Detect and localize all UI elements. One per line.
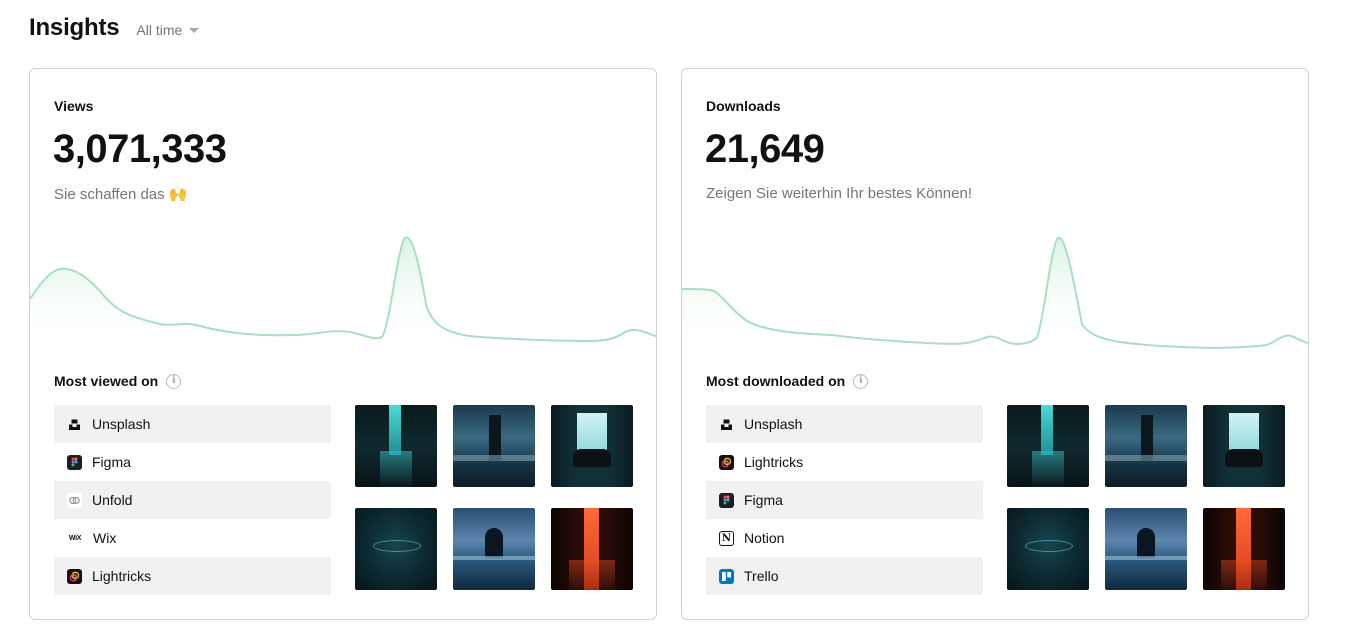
most-downloaded-heading: Most downloaded on i bbox=[706, 373, 869, 389]
photo-thumbnail[interactable] bbox=[1105, 405, 1187, 487]
photo-thumbnail[interactable] bbox=[1203, 405, 1285, 487]
platform-name: Notion bbox=[744, 530, 785, 546]
most-downloaded-list: Unsplash Lightricks Figma N Notion Trell… bbox=[706, 405, 983, 595]
trello-icon bbox=[719, 568, 734, 584]
most-viewed-label: Most viewed on bbox=[54, 373, 159, 389]
views-sparkline-area bbox=[30, 237, 656, 349]
downloads-card: Downloads 21,649 Zeigen Sie weiterhin Ih… bbox=[681, 68, 1309, 620]
photo-thumbnail[interactable] bbox=[1007, 508, 1089, 590]
info-icon[interactable]: i bbox=[853, 373, 869, 389]
lightricks-icon bbox=[67, 568, 82, 584]
views-card: Views 3,071,333 Sie schaffen das 🙌 Most … bbox=[29, 68, 657, 620]
platform-name: Lightricks bbox=[92, 568, 152, 584]
photo-thumbnail[interactable] bbox=[453, 508, 535, 590]
photo-thumbnail[interactable] bbox=[1203, 508, 1285, 590]
unsplash-icon bbox=[67, 417, 82, 432]
platform-name: Unsplash bbox=[744, 416, 803, 432]
platform-item-figma[interactable]: Figma bbox=[706, 481, 983, 519]
platform-item-figma[interactable]: Figma bbox=[54, 443, 331, 481]
platform-item-lightricks[interactable]: Lightricks bbox=[706, 443, 983, 481]
unfold-icon bbox=[67, 492, 82, 508]
platform-item-wix[interactable]: WiX Wix bbox=[54, 519, 331, 557]
downloads-subtitle: Zeigen Sie weiterhin Ihr bestes Können! bbox=[706, 185, 972, 202]
most-viewed-list: Unsplash Figma Unfold WiX Wix Lightricks bbox=[54, 405, 331, 595]
platform-name: Figma bbox=[744, 492, 783, 508]
downloads-count: 21,649 bbox=[705, 127, 825, 171]
platform-item-trello[interactable]: Trello bbox=[706, 557, 983, 595]
chevron-down-icon bbox=[189, 28, 200, 33]
platform-name: Unfold bbox=[92, 492, 133, 508]
views-sparkline bbox=[30, 236, 656, 349]
downloads-sparkline-line bbox=[682, 236, 1308, 349]
platform-name: Wix bbox=[93, 530, 117, 546]
downloads-label: Downloads bbox=[706, 98, 781, 114]
platform-item-notion[interactable]: N Notion bbox=[706, 519, 983, 557]
platform-name: Lightricks bbox=[744, 454, 804, 470]
most-viewed-heading: Most viewed on i bbox=[54, 373, 182, 389]
platform-item-unsplash[interactable]: Unsplash bbox=[54, 405, 331, 443]
photo-thumbnail[interactable] bbox=[551, 508, 633, 590]
unsplash-icon bbox=[719, 417, 734, 432]
photo-thumbnail[interactable] bbox=[1007, 405, 1089, 487]
views-count: 3,071,333 bbox=[53, 127, 227, 171]
platform-item-unsplash[interactable]: Unsplash bbox=[706, 405, 983, 443]
views-sparkline-line bbox=[30, 236, 656, 343]
most-downloaded-thumbnails bbox=[1007, 405, 1285, 590]
platform-name: Trello bbox=[744, 568, 779, 584]
platform-name: Figma bbox=[92, 454, 131, 470]
platform-name: Unsplash bbox=[92, 416, 151, 432]
views-subtitle: Sie schaffen das 🙌 bbox=[54, 186, 188, 203]
most-viewed-thumbnails bbox=[355, 405, 633, 590]
figma-icon bbox=[67, 454, 82, 470]
wix-icon: WiX bbox=[68, 534, 82, 542]
page-title: Insights bbox=[29, 14, 120, 41]
photo-thumbnail[interactable] bbox=[551, 405, 633, 487]
most-downloaded-label: Most downloaded on bbox=[706, 373, 846, 389]
photo-thumbnail[interactable] bbox=[355, 508, 437, 590]
notion-icon: N bbox=[719, 530, 734, 546]
time-range-dropdown[interactable]: All time bbox=[136, 22, 200, 38]
info-icon[interactable]: i bbox=[166, 373, 182, 389]
insights-header: Insights All time bbox=[29, 14, 200, 42]
platform-item-lightricks[interactable]: Lightricks bbox=[54, 557, 331, 595]
photo-thumbnail[interactable] bbox=[1105, 508, 1187, 590]
photo-thumbnail[interactable] bbox=[355, 405, 437, 487]
photo-thumbnail[interactable] bbox=[453, 405, 535, 487]
downloads-sparkline bbox=[682, 236, 1308, 349]
time-range-label: All time bbox=[136, 22, 183, 38]
downloads-sparkline-area bbox=[682, 237, 1308, 349]
platform-item-unfold[interactable]: Unfold bbox=[54, 481, 331, 519]
views-label: Views bbox=[54, 98, 94, 114]
figma-icon bbox=[719, 492, 734, 508]
lightricks-icon bbox=[719, 454, 734, 470]
